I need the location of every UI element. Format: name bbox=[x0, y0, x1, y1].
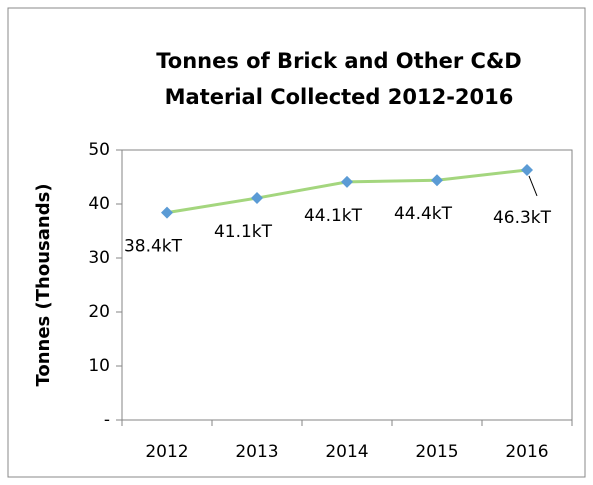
data-label: 41.1kT bbox=[214, 222, 273, 242]
y-tick-label: 40 bbox=[88, 194, 110, 214]
chart-border bbox=[7, 7, 586, 478]
y-tick-label: 10 bbox=[88, 356, 110, 376]
data-marker bbox=[161, 206, 173, 219]
data-marker bbox=[251, 192, 263, 205]
data-marker bbox=[431, 174, 443, 187]
y-tick-label: - bbox=[104, 410, 110, 430]
x-tick-label: 2015 bbox=[415, 442, 458, 462]
x-tick-label: 2014 bbox=[325, 442, 368, 462]
data-marker bbox=[341, 175, 353, 188]
data-label: 44.4kT bbox=[394, 204, 453, 224]
y-tick-label: 30 bbox=[88, 248, 110, 268]
y-tick-label: 50 bbox=[88, 140, 110, 160]
y-axis-label: Tonnes (Thousands) bbox=[33, 183, 54, 386]
y-tick-label: 20 bbox=[88, 302, 110, 322]
chart-title: Material Collected 2012-2016 bbox=[165, 85, 514, 109]
chart-title: Tonnes of Brick and Other C&D bbox=[156, 49, 521, 73]
plot-area bbox=[121, 149, 573, 421]
leader-line bbox=[528, 175, 538, 197]
data-marker bbox=[521, 163, 533, 176]
data-label: 44.1kT bbox=[304, 206, 363, 226]
x-tick-label: 2013 bbox=[235, 442, 278, 462]
data-label: 46.3kT bbox=[493, 208, 552, 228]
x-tick-label: 2016 bbox=[505, 442, 548, 462]
x-tick-label: 2012 bbox=[145, 442, 188, 462]
data-label: 38.4kT bbox=[124, 237, 183, 257]
